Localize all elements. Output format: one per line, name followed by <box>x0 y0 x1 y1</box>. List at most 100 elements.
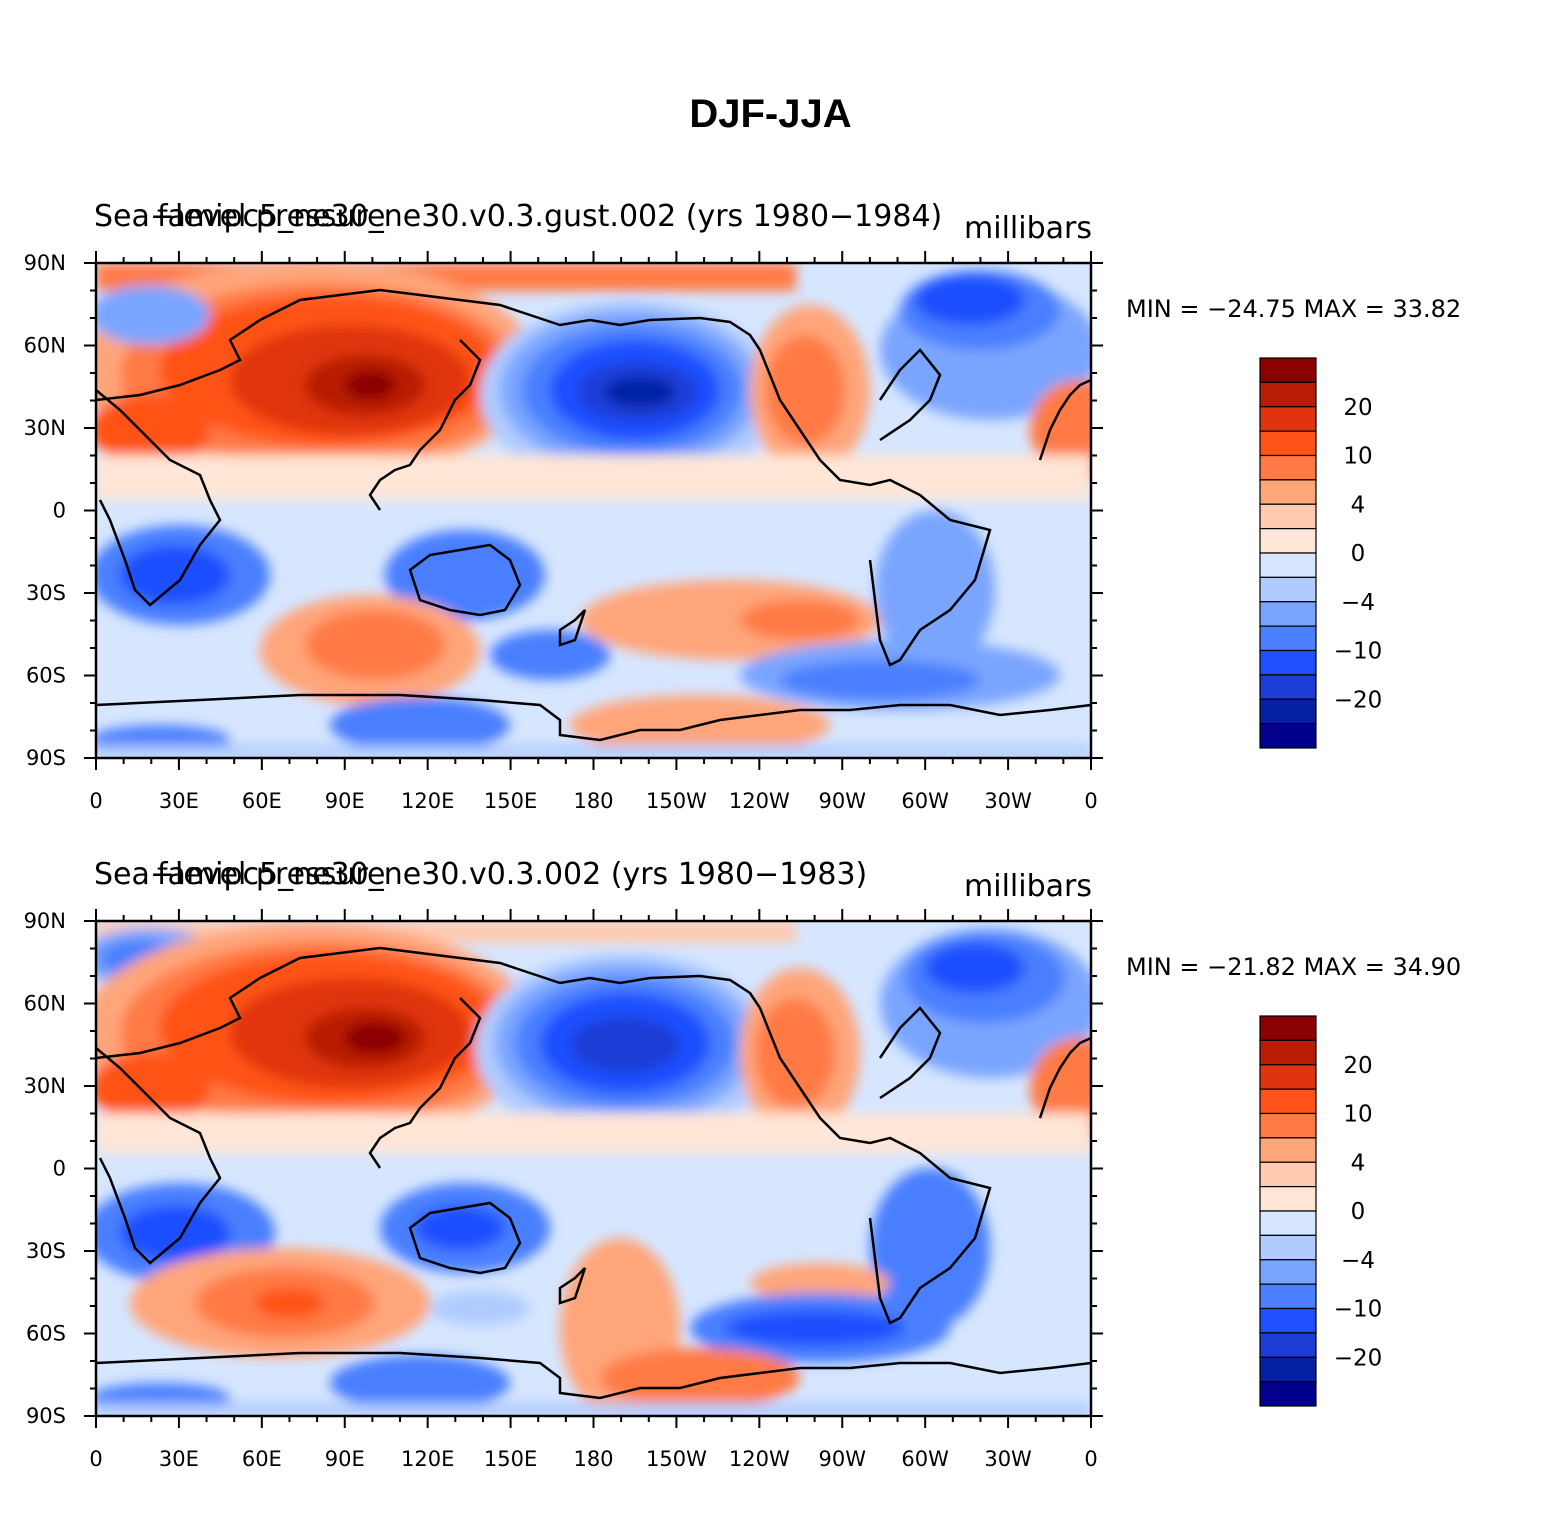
colorbar-labels: 20 10 4 0 −4 −10 −20 <box>1334 395 1383 714</box>
lon-tick-label: 0 <box>1084 1447 1097 1471</box>
colorbar-box <box>1259 479 1317 505</box>
latitude-axis: 90N 60N 30N 0 30S 60S 90S <box>24 251 66 770</box>
colorbar: 20 10 4 0 −4 −10 −20 <box>1259 357 1383 749</box>
colorbar-box <box>1259 1186 1317 1212</box>
colorbar-box <box>1259 576 1317 603</box>
colorbar-box <box>1259 1259 1317 1285</box>
colorbar-tick-label: 20 <box>1343 1053 1372 1079</box>
colorbar-tick-label: −20 <box>1334 1345 1383 1371</box>
lat-tick-label: 60S <box>26 664 66 688</box>
lat-tick-label: 90N <box>24 251 66 275</box>
lat-tick-label: 90S <box>26 746 66 770</box>
colorbar-box <box>1259 454 1317 481</box>
colorbar-tick-label: −10 <box>1334 1297 1383 1323</box>
min-label: MIN = −24.75 <box>1126 295 1296 323</box>
lon-tick-label: 120E <box>401 789 454 813</box>
lon-tick-label: 60W <box>901 1447 949 1471</box>
colorbar-box <box>1259 1064 1317 1090</box>
colorbar-box <box>1259 1137 1317 1163</box>
colorbar-box <box>1259 1234 1317 1261</box>
colorbar-box <box>1259 357 1317 383</box>
lat-tick-label: 60S <box>26 1322 66 1346</box>
lat-tick-label: 60N <box>24 334 66 358</box>
longitude-axis: 0 30E 60E 90E 120E 150E 180 150W 120W 90… <box>89 789 1097 813</box>
colorbar-box <box>1259 1015 1317 1041</box>
colorbar-box <box>1259 1088 1317 1115</box>
lat-tick-label: 90S <box>26 1404 66 1428</box>
figure-title: DJF-JJA <box>689 92 852 136</box>
lat-tick-label: 30N <box>24 1074 66 1098</box>
lon-tick-label: 30E <box>159 1447 199 1471</box>
colorbar-tick-label: 20 <box>1343 395 1372 421</box>
latitude-axis: 90N 60N 30N 0 30S 60S 90S <box>24 909 66 1428</box>
lat-tick-label: 30N <box>24 416 66 440</box>
min-max-readout: MIN = −24.75 MAX = 33.82 <box>1126 297 1461 321</box>
colorbar-box <box>1259 406 1317 432</box>
colorbar-box <box>1259 552 1317 578</box>
colorbar-box <box>1259 1039 1317 1066</box>
colorbar-box <box>1259 1381 1317 1407</box>
min-max-readout: MIN = −21.82 MAX = 34.90 <box>1126 955 1461 979</box>
longitude-axis: 0 30E 60E 90E 120E 150E 180 150W 120W 90… <box>89 1447 1097 1471</box>
lon-tick-label: 150W <box>646 789 707 813</box>
colorbar-boxes <box>1259 357 1317 749</box>
colorbar-box <box>1259 430 1317 457</box>
units-label: millibars <box>964 869 1092 904</box>
map-plot: 90N 60N 30N 0 30S 60S 90S 0 30E 60E 90E … <box>24 251 1103 813</box>
colorbar-box <box>1259 1332 1317 1358</box>
colorbar-box <box>1259 723 1317 749</box>
colorbar-box <box>1259 1283 1317 1310</box>
colorbar-tick-label: 10 <box>1343 1102 1372 1128</box>
colorbar-tick-label: −10 <box>1334 639 1383 665</box>
lon-tick-label: 120E <box>401 1447 454 1471</box>
lon-tick-label: 0 <box>1084 789 1097 813</box>
colorbar-box <box>1259 528 1317 554</box>
lon-tick-label: 0 <box>89 789 102 813</box>
lon-tick-label: 60E <box>242 789 282 813</box>
lon-tick-label: 90W <box>819 789 867 813</box>
colorbar-tick-label: 0 <box>1351 541 1366 567</box>
case-label: famipc5_ne30_ne30.v0.3.gust.002 (yrs 198… <box>157 199 943 234</box>
max-label: MAX = 34.90 <box>1303 953 1462 981</box>
lon-tick-label: 0 <box>89 1447 102 1471</box>
lon-tick-label: 60W <box>901 789 949 813</box>
map-plot: 90N 60N 30N 0 30S 60S 90S 0 30E 60E 90E … <box>24 909 1103 1471</box>
axis-ticks <box>84 251 1103 770</box>
lon-tick-label: 150E <box>484 1447 537 1471</box>
colorbar-box <box>1259 1356 1317 1383</box>
colorbar-box <box>1259 698 1317 725</box>
lon-tick-label: 180 <box>573 1447 613 1471</box>
lat-tick-label: 90N <box>24 909 66 933</box>
colorbar-tick-label: 4 <box>1351 492 1366 518</box>
case-label: famipc5_ne30_ne30.v0.3.002 (yrs 1980−198… <box>157 857 868 892</box>
lon-tick-label: 180 <box>573 789 613 813</box>
pressure-difference-field <box>96 921 1091 1416</box>
colorbar-box <box>1259 1307 1317 1334</box>
colorbar-boxes <box>1259 1015 1317 1407</box>
units-label: millibars <box>964 211 1092 246</box>
coastlines <box>96 288 1091 742</box>
colorbar-labels: 20 10 4 0 −4 −10 −20 <box>1334 1053 1383 1372</box>
colorbar-tick-label: 10 <box>1343 444 1372 470</box>
axis-ticks <box>84 909 1103 1428</box>
colorbar-tick-label: 0 <box>1351 1199 1366 1225</box>
colorbar-box <box>1259 1210 1317 1236</box>
colorbar-box <box>1259 1161 1317 1188</box>
colorbar-box <box>1259 625 1317 652</box>
lon-tick-label: 30W <box>984 789 1032 813</box>
lon-tick-label: 90W <box>819 1447 867 1471</box>
lon-tick-label: 60E <box>242 1447 282 1471</box>
min-label: MIN = −21.82 <box>1126 953 1296 981</box>
colorbar: 20 10 4 0 −4 −10 −20 <box>1259 1015 1383 1407</box>
pressure-difference-field <box>96 263 1091 758</box>
colorbar-tick-label: −4 <box>1341 1248 1375 1274</box>
lon-tick-label: 30E <box>159 789 199 813</box>
colorbar-tick-label: −20 <box>1334 687 1383 713</box>
colorbar-box <box>1259 674 1317 700</box>
lon-tick-label: 150W <box>646 1447 707 1471</box>
colorbar-box <box>1259 649 1317 676</box>
max-label: MAX = 33.82 <box>1303 295 1462 323</box>
lon-tick-label: 120W <box>729 789 790 813</box>
colorbar-box <box>1259 381 1317 408</box>
lat-tick-label: 0 <box>53 499 66 523</box>
